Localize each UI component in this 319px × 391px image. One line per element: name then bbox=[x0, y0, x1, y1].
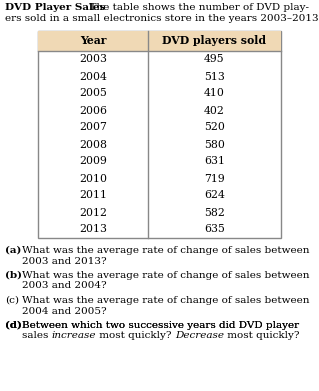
Text: ers sold in a small electronics store in the years 2003–2013.: ers sold in a small electronics store in… bbox=[5, 14, 319, 23]
Text: (c): (c) bbox=[5, 296, 19, 305]
Text: 2005: 2005 bbox=[79, 88, 107, 99]
Text: 495: 495 bbox=[204, 54, 225, 65]
Text: 2013: 2013 bbox=[79, 224, 107, 235]
Text: 2011: 2011 bbox=[79, 190, 107, 201]
Text: 513: 513 bbox=[204, 72, 225, 81]
Text: (b): (b) bbox=[5, 271, 22, 280]
Text: sales: sales bbox=[22, 332, 52, 341]
Text: What was the average rate of change of sales between: What was the average rate of change of s… bbox=[22, 296, 309, 305]
Text: most quickly?: most quickly? bbox=[224, 332, 299, 341]
Text: 631: 631 bbox=[204, 156, 225, 167]
Text: Between which two successive years did DVD player: Between which two successive years did D… bbox=[22, 321, 299, 330]
Text: 2006: 2006 bbox=[79, 106, 107, 115]
Text: Decrease: Decrease bbox=[175, 332, 224, 341]
Text: DVD players sold: DVD players sold bbox=[162, 36, 266, 47]
Text: DVD Player Sales: DVD Player Sales bbox=[5, 3, 105, 12]
Text: 2003: 2003 bbox=[79, 54, 107, 65]
Text: 2004: 2004 bbox=[79, 72, 107, 81]
Text: 2012: 2012 bbox=[79, 208, 107, 217]
Text: 2010: 2010 bbox=[79, 174, 107, 183]
Bar bbox=[38, 31, 281, 238]
Text: 580: 580 bbox=[204, 140, 225, 149]
Text: 2008: 2008 bbox=[79, 140, 107, 149]
Text: 410: 410 bbox=[204, 88, 225, 99]
Text: (d): (d) bbox=[5, 321, 22, 330]
Text: Between which two successive years did DVD player: Between which two successive years did D… bbox=[22, 321, 299, 330]
Text: 2004 and 2005?: 2004 and 2005? bbox=[22, 307, 107, 316]
Text: 635: 635 bbox=[204, 224, 225, 235]
Text: 2003 and 2004?: 2003 and 2004? bbox=[22, 282, 107, 291]
Text: (a): (a) bbox=[5, 246, 21, 255]
Text: increase: increase bbox=[52, 332, 96, 341]
Text: 719: 719 bbox=[204, 174, 225, 183]
Text: Year: Year bbox=[80, 36, 106, 47]
Text: most quickly?: most quickly? bbox=[96, 332, 175, 341]
Text: 2003 and 2013?: 2003 and 2013? bbox=[22, 256, 107, 265]
Text: 2007: 2007 bbox=[79, 122, 107, 133]
Text: What was the average rate of change of sales between: What was the average rate of change of s… bbox=[22, 246, 309, 255]
Text: What was the average rate of change of sales between: What was the average rate of change of s… bbox=[22, 271, 309, 280]
Text: (d): (d) bbox=[5, 321, 22, 330]
Text: The table shows the number of DVD play-: The table shows the number of DVD play- bbox=[83, 3, 309, 12]
Text: 402: 402 bbox=[204, 106, 225, 115]
Text: 582: 582 bbox=[204, 208, 225, 217]
Text: 2009: 2009 bbox=[79, 156, 107, 167]
Text: 624: 624 bbox=[204, 190, 225, 201]
Bar bbox=[38, 31, 281, 51]
Text: 520: 520 bbox=[204, 122, 225, 133]
